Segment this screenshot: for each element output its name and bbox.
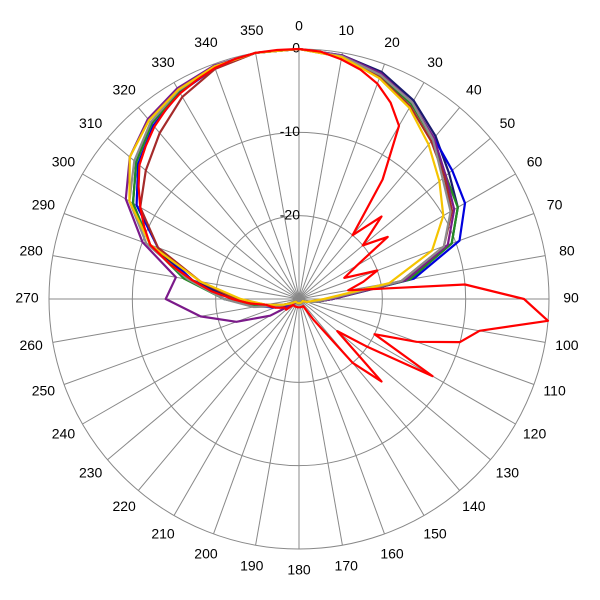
spoke: [298, 298, 343, 546]
angle-label: 90: [563, 290, 579, 306]
spoke: [298, 298, 461, 491]
spoke: [107, 298, 300, 461]
angle-label: 290: [32, 197, 56, 213]
spoke: [298, 52, 343, 300]
angle-label: 280: [19, 242, 43, 258]
angle-label: 310: [79, 115, 103, 131]
spoke: [298, 82, 425, 300]
spoke: [298, 298, 491, 461]
angle-label: 150: [423, 525, 447, 541]
angle-label: 20: [384, 34, 400, 50]
angle-label: 80: [559, 242, 575, 258]
angle-label: 60: [527, 154, 543, 170]
spoke: [298, 255, 546, 300]
angle-label: 160: [380, 545, 404, 561]
angle-label: 350: [240, 22, 264, 38]
spoke: [255, 52, 300, 300]
spoke: [63, 298, 300, 385]
angle-label: 340: [194, 34, 218, 50]
spoke: [173, 298, 300, 516]
spoke: [137, 298, 300, 491]
angle-label: 240: [52, 426, 76, 442]
angle-label: 70: [547, 197, 563, 213]
grid-circle: [215, 215, 383, 383]
angle-label: 330: [151, 54, 175, 70]
angle-label: 230: [79, 465, 103, 481]
angle-label: 270: [15, 290, 39, 306]
spoke: [255, 298, 300, 546]
pattern-line: [137, 47, 550, 383]
pattern-line: [124, 47, 456, 323]
grid-circle: [131, 131, 467, 467]
r-tick-label: -10: [280, 123, 300, 139]
r-tick-label: -20: [280, 206, 300, 222]
spoke: [213, 63, 300, 300]
angle-label: 300: [52, 154, 76, 170]
spoke: [298, 137, 491, 300]
angle-label: 320: [112, 81, 136, 97]
spoke: [298, 298, 385, 535]
angle-label: 10: [338, 22, 354, 38]
angle-label: 220: [112, 498, 136, 514]
spoke: [298, 298, 516, 425]
spoke: [298, 173, 516, 300]
angle-label: 120: [523, 426, 547, 442]
angle-label: 140: [462, 498, 486, 514]
angle-label: 100: [555, 337, 579, 353]
angle-label: 40: [466, 81, 482, 97]
spoke: [298, 213, 535, 300]
spoke: [63, 213, 300, 300]
spoke: [298, 298, 546, 343]
r-tick-label: 0: [292, 40, 300, 56]
angle-label: 190: [240, 558, 264, 574]
angle-label: 260: [19, 337, 43, 353]
spoke: [82, 298, 300, 425]
angle-label: 0: [295, 18, 303, 34]
angle-label: 110: [543, 383, 566, 399]
pattern-line: [128, 47, 445, 306]
angle-label: 200: [194, 545, 218, 561]
angle-label: 180: [287, 562, 311, 578]
spoke: [173, 82, 300, 300]
angle-label: 250: [32, 383, 56, 399]
angle-label: 130: [496, 465, 520, 481]
angle-label: 30: [427, 54, 443, 70]
spoke: [137, 107, 300, 300]
spoke: [298, 63, 385, 300]
angle-label: 50: [500, 115, 516, 131]
angle-label: 170: [335, 558, 359, 574]
angle-label: 210: [151, 525, 175, 541]
spoke: [298, 298, 425, 516]
spoke: [82, 173, 300, 300]
spoke: [213, 298, 300, 535]
